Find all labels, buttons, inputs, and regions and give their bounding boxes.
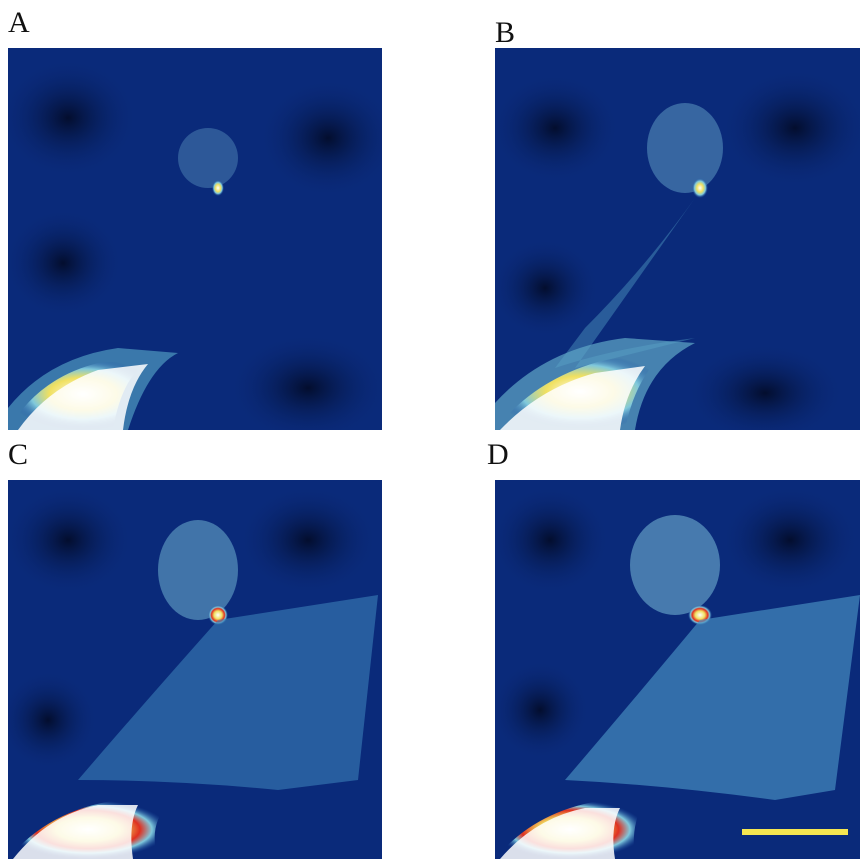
panel-label-b: B bbox=[495, 16, 516, 49]
micrograph-panel-b bbox=[495, 48, 860, 430]
micrograph-panel-c bbox=[8, 480, 382, 859]
micrograph-a bbox=[8, 48, 382, 430]
scale-bar bbox=[742, 829, 848, 835]
micrograph-b bbox=[495, 48, 860, 430]
panel-label-a: A bbox=[8, 6, 30, 39]
micrograph-panel-d bbox=[495, 480, 860, 859]
panel-label-c: C bbox=[8, 438, 29, 471]
micrograph-d bbox=[495, 480, 860, 859]
micrograph-c bbox=[8, 480, 382, 859]
panel-label-d: D bbox=[487, 438, 509, 471]
micrograph-panel-a bbox=[8, 48, 382, 430]
